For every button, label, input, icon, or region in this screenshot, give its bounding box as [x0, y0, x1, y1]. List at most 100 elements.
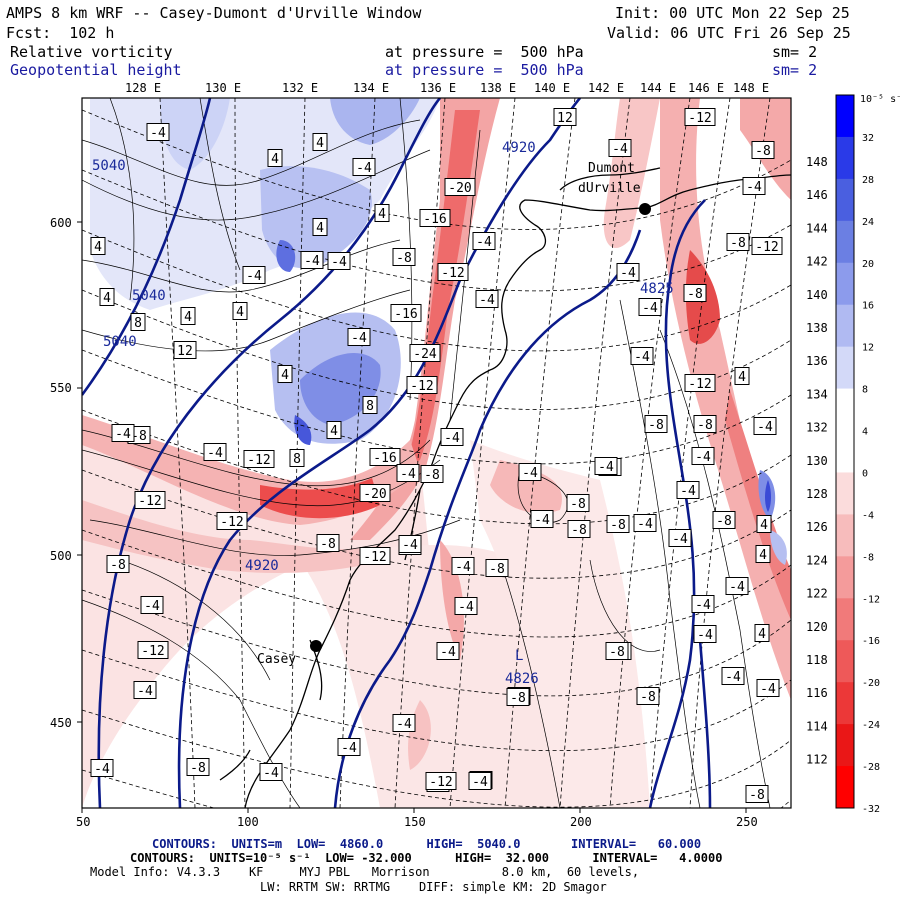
vorticity-label-box: -4 — [616, 263, 640, 281]
vorticity-label-box: -4 — [594, 457, 618, 475]
vorticity-label-text: 8 — [134, 316, 142, 331]
vorticity-label-text: -20 — [448, 181, 471, 196]
vorticity-label-frame — [725, 577, 749, 595]
vorticity-label-frame — [630, 347, 654, 365]
vorticity-label-box: -4 — [721, 667, 745, 685]
vorticity-label-frame — [693, 625, 717, 643]
vorticity-label-box: -4 — [468, 772, 492, 790]
vorticity-label-text: -8 — [489, 562, 505, 577]
right-lon-label: 120 E — [806, 620, 842, 634]
vorticity-label-frame — [289, 449, 305, 467]
right-lon-label: 118 E — [806, 653, 842, 667]
vorticity-label-frame — [146, 123, 170, 141]
vorticity-label-text: 8 — [293, 452, 301, 467]
vorticity-label-box: -4 — [725, 577, 749, 595]
plot-title: AMPS 8 km WRF -- Casey-Dumont d'Urville … — [6, 4, 422, 22]
vorticity-label-text: -4 — [115, 427, 131, 442]
vorticity-label-text: -4 — [612, 142, 628, 157]
vorticity-label-box: 12 — [553, 108, 577, 126]
vorticity-label-box: -4 — [203, 443, 227, 461]
right-lon-label: 146 E — [806, 188, 842, 202]
vorticity-label-frame — [644, 415, 668, 433]
vorticity-label-box: -4 — [668, 529, 692, 547]
field1-smoothing: sm= 2 — [772, 43, 818, 61]
height-label: 4920 — [245, 558, 279, 574]
vorticity-label-text: -8 — [640, 690, 656, 705]
vorticity-label-text: 12 — [557, 111, 573, 126]
x-axis-labels: 50 100 150 200 250 — [76, 815, 758, 829]
right-lon-label: 122 E — [806, 587, 842, 601]
vorticity-label-text: -8 — [609, 645, 625, 660]
vorticity-label-text: -16 — [373, 451, 396, 466]
vorticity-label-frame — [137, 641, 169, 659]
vorticity-label-box: -24 — [409, 344, 441, 362]
vorticity-label-frame — [530, 510, 554, 528]
vorticity-label-frame — [203, 443, 227, 461]
vorticity-label-frame — [99, 288, 115, 306]
right-lon-label: 116 E — [806, 686, 842, 700]
colorbar-swatch — [836, 682, 854, 725]
right-lon-label: 132 E — [806, 421, 842, 435]
vorticity-label-frame — [374, 204, 390, 222]
field2-name: Geopotential height — [10, 61, 182, 79]
vorticity-label-box: -4 — [638, 298, 662, 316]
top-lon-label: 136 E — [420, 81, 456, 95]
vorticity-label-frame — [130, 313, 146, 331]
vorticity-label-frame — [242, 266, 266, 284]
vorticity-label-text: -8 — [687, 287, 703, 302]
vorticity-label-box: -4 — [676, 481, 700, 499]
vorticity-label-text: -8 — [190, 761, 206, 776]
y-tick-label: 600 — [50, 216, 72, 230]
vorticity-label-text: 8 — [366, 399, 374, 414]
vorticity-label-frame — [754, 624, 770, 642]
vorticity-label-text: -20 — [363, 487, 386, 502]
vorticity-label-text: 12 — [177, 344, 193, 359]
vorticity-label-box: -4 — [146, 123, 170, 141]
vorticity-label-box: -20 — [359, 484, 391, 502]
vorticity-label-text: -4 — [725, 670, 741, 685]
vorticity-label-box: -4 — [352, 158, 376, 176]
vorticity-label-text: -4 — [150, 126, 166, 141]
vorticity-label-box: -8 — [186, 758, 210, 776]
vorticity-label-box: -4 — [242, 266, 266, 284]
colorbar-label: 12 — [862, 343, 874, 354]
vorticity-label-frame — [277, 365, 293, 383]
vorticity-label-frame — [440, 428, 464, 446]
vorticity-label-box: -8 — [726, 233, 750, 251]
vorticity-label-text: 4 — [330, 424, 338, 439]
top-lon-label: 138 E — [480, 81, 516, 95]
vorticity-label-frame — [684, 374, 716, 392]
right-lon-label: 140 E — [806, 288, 842, 302]
vorticity-label-text: -8 — [648, 418, 664, 433]
colorbar-swatch — [836, 640, 854, 683]
vorticity-label-frame — [369, 448, 401, 466]
vorticity-label-frame — [454, 597, 478, 615]
right-lon-label: 148 E — [806, 155, 842, 169]
vorticity-label-text: 4 — [281, 368, 289, 383]
vorticity-label-text: -4 — [440, 645, 456, 660]
vorticity-label-box: -4 — [392, 714, 416, 732]
colorbar-unit: 10⁻⁵ s⁻¹ — [860, 94, 900, 105]
vorticity-label-text: -8 — [424, 468, 440, 483]
vorticity-label-box: 4 — [312, 218, 328, 236]
colorbar-swatch — [836, 178, 854, 222]
vorticity-label-frame — [106, 555, 130, 573]
vorticity-label-text: -4 — [455, 560, 471, 575]
vorticity-label-box: -8 — [420, 465, 444, 483]
vorticity-label-text: -4 — [680, 484, 696, 499]
top-lon-label: 132 E — [282, 81, 318, 95]
casey-label: Casey — [257, 652, 296, 667]
vorticity-label-frame — [751, 237, 783, 255]
colorbar-swatch — [836, 766, 854, 809]
vorticity-label-text: -4 — [760, 682, 776, 697]
y-tick-label: 450 — [50, 716, 72, 730]
vorticity-label-box: -12 — [751, 237, 783, 255]
vorticity-label-box: -8 — [392, 248, 416, 266]
vorticity-label-box: 4 — [232, 302, 248, 320]
vorticity-label-frame — [638, 298, 662, 316]
vorticity-label-box: -4 — [530, 510, 554, 528]
vorticity-label-frame — [616, 263, 640, 281]
x-tick-label: 100 — [237, 815, 259, 829]
colorbar-swatch — [836, 304, 854, 348]
vorticity-label-text: -8 — [716, 514, 732, 529]
